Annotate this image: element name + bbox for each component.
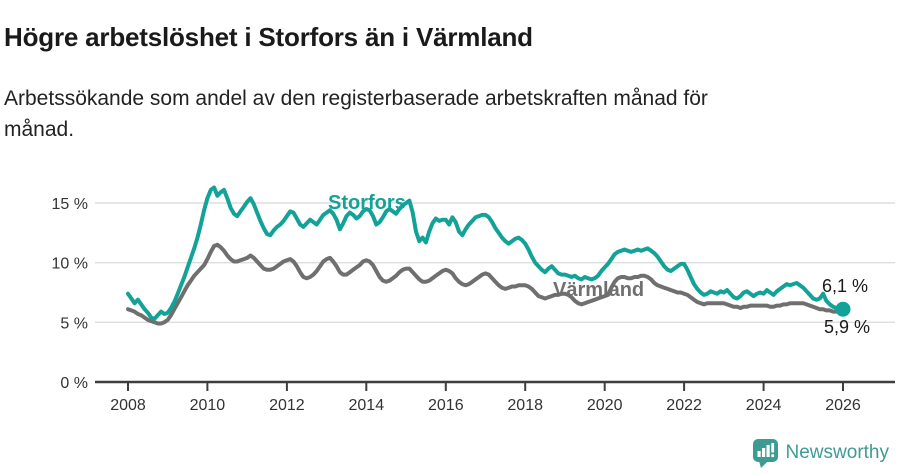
x-tick-label: 2018: [507, 397, 543, 414]
series-lines: [126, 185, 851, 326]
end-value-label-storfors: 6,1 %: [822, 276, 868, 296]
x-axis-labels: 2008 2010 2012 2014 2016 2018 2020 2022 2024 2026: [110, 397, 861, 414]
series-line-värmland: [126, 242, 845, 326]
chart-subtitle-line2: månad.: [4, 118, 75, 141]
x-tick-label: 2022: [666, 397, 702, 414]
chart-subtitle: Arbetssökande som andel av den registerb…: [4, 83, 864, 145]
x-tick-label: 2026: [825, 397, 861, 414]
x-tick-label: 2014: [349, 397, 385, 414]
series-label-värmland: Värmland: [553, 279, 644, 301]
chart-subtitle-line1: Arbetssökande som andel av den registerb…: [4, 87, 708, 110]
chart-bubble-icon: [752, 439, 778, 468]
end-value-labels: 6,1 % 5,9 %: [822, 276, 870, 337]
series-line-storfors: [126, 185, 845, 321]
y-axis-labels: 0 % 5 % 10 % 15 %: [52, 196, 88, 392]
x-axis: [95, 380, 895, 391]
x-tick-label: 2010: [190, 397, 226, 414]
y-tick-label: 15 %: [52, 196, 88, 213]
newsworthy-logo: Newsworthy: [752, 438, 889, 468]
y-tick-label: 5 %: [60, 315, 88, 332]
series-label-storfors: Storfors: [328, 192, 406, 214]
x-tick-label: 2016: [428, 397, 464, 414]
y-tick-label: 0 %: [60, 375, 88, 392]
page-title: Högre arbetslöshet i Storfors än i Värml…: [4, 22, 533, 53]
x-tick-label: 2024: [746, 397, 782, 414]
y-tick-label: 10 %: [52, 256, 88, 273]
end-value-label-värmland: 5,9 %: [824, 317, 870, 337]
series-end-dot: [835, 301, 851, 317]
series-labels: Storfors Värmland: [328, 192, 644, 301]
x-tick-label: 2012: [269, 397, 305, 414]
newsworthy-wordmark: Newsworthy: [785, 442, 889, 463]
x-tick-label: 2008: [110, 397, 146, 414]
x-tick-label: 2020: [587, 397, 623, 414]
